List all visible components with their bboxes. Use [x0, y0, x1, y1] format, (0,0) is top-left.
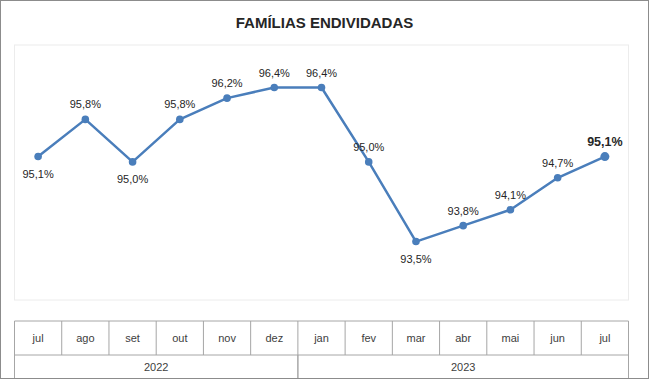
tick-mark	[534, 321, 535, 355]
tick-mark	[392, 321, 393, 355]
point-marker	[129, 158, 137, 166]
point-marker	[600, 152, 609, 161]
data-label: 95,0%	[117, 173, 148, 185]
x-tick-label: ago	[76, 332, 94, 344]
group-label: 2023	[451, 361, 475, 373]
point-marker	[34, 153, 42, 161]
x-tick-label: jul	[32, 332, 44, 344]
tick-mark	[297, 321, 298, 355]
x-tick-label: jul	[598, 332, 610, 344]
tick-mark	[439, 321, 440, 355]
chart-border	[1, 1, 649, 379]
tick-mark	[581, 321, 582, 355]
point-marker	[82, 116, 90, 124]
x-tick-label: out	[172, 332, 187, 344]
point-marker	[270, 84, 278, 92]
group-divider	[628, 355, 629, 378]
data-label: 95,1%	[587, 135, 622, 149]
point-marker	[412, 238, 420, 246]
group-divider	[14, 355, 15, 378]
tick-mark	[156, 321, 157, 355]
x-tick-label: jun	[549, 332, 565, 344]
tick-mark	[250, 321, 251, 355]
x-tick-label: dez	[265, 332, 283, 344]
point-marker	[507, 206, 515, 214]
series-line	[38, 88, 605, 242]
point-marker	[176, 116, 184, 124]
point-marker	[318, 84, 326, 92]
data-label: 96,4%	[306, 67, 337, 79]
tick-mark	[203, 321, 204, 355]
tick-mark	[486, 321, 487, 355]
data-label: 96,4%	[259, 67, 290, 79]
data-label: 95,1%	[23, 168, 54, 180]
tick-mark	[108, 321, 109, 355]
x-tick-label: abr	[455, 332, 471, 344]
tick-mark	[14, 321, 15, 355]
data-label: 94,1%	[495, 189, 526, 201]
chart-container: FAMÍLIAS ENDIVIDADAS jul ago set out nov dez ja…	[0, 0, 649, 379]
data-label: 94,7%	[542, 157, 573, 169]
tick-mark	[61, 321, 62, 355]
x-tick-label: nov	[218, 332, 236, 344]
tick-mark	[628, 321, 629, 355]
data-label: 93,5%	[400, 253, 431, 265]
table-line	[15, 355, 629, 356]
point-marker	[459, 222, 467, 230]
data-label: 95,8%	[70, 98, 101, 110]
data-label: 95,8%	[164, 98, 195, 110]
tick-mark	[345, 321, 346, 355]
group-label: 2022	[144, 361, 168, 373]
point-marker	[223, 94, 231, 102]
chart: FAMÍLIAS ENDIVIDADAS jul ago set out nov dez ja…	[0, 0, 649, 379]
group-divider	[297, 355, 298, 378]
x-tick-label: jan	[313, 332, 329, 344]
marks	[34, 84, 609, 246]
category-table	[15, 321, 629, 355]
data-label: 96,2%	[211, 77, 242, 89]
x-tick-label: mai	[502, 332, 520, 344]
data-label: 95,0%	[353, 141, 384, 153]
group-divider	[297, 355, 298, 378]
point-marker	[554, 174, 562, 182]
title: FAMÍLIAS ENDIVIDADAS	[236, 14, 414, 31]
x-tick-label: mar	[406, 332, 425, 344]
plot-frame	[15, 45, 629, 300]
x-tick-label: set	[125, 332, 140, 344]
x-tick-label: fev	[361, 332, 376, 344]
table-line	[15, 321, 629, 322]
point-marker	[365, 158, 373, 166]
data-label: 93,8%	[448, 205, 479, 217]
